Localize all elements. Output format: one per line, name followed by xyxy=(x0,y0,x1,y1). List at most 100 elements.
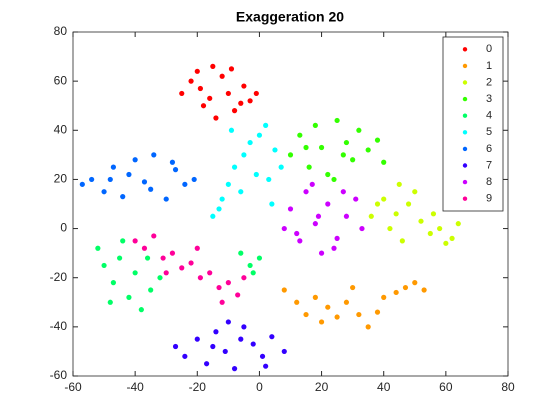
point xyxy=(412,280,418,286)
point xyxy=(188,78,194,84)
point xyxy=(194,245,200,251)
point xyxy=(381,196,387,202)
point xyxy=(241,83,247,89)
point xyxy=(303,311,309,318)
point xyxy=(207,270,213,276)
point xyxy=(325,304,331,310)
series xyxy=(210,122,284,219)
point xyxy=(126,294,132,300)
x-tick-label: 0 xyxy=(256,380,263,394)
point xyxy=(368,213,374,219)
legend-marker xyxy=(462,146,468,152)
point xyxy=(343,139,350,146)
point xyxy=(325,171,331,178)
point xyxy=(219,73,225,79)
point xyxy=(219,196,225,202)
legend-label: 0 xyxy=(486,43,492,55)
point xyxy=(132,270,138,276)
legend-label: 4 xyxy=(486,110,492,122)
point xyxy=(89,176,95,183)
point xyxy=(294,230,300,237)
legend-label: 3 xyxy=(486,93,492,105)
point xyxy=(200,103,207,109)
y-tick-label: 80 xyxy=(54,24,68,38)
point xyxy=(263,363,269,369)
point xyxy=(381,159,387,165)
x-tick-label: 40 xyxy=(377,380,391,394)
point xyxy=(79,181,85,187)
point xyxy=(443,240,449,246)
point xyxy=(303,144,309,151)
point xyxy=(120,194,126,200)
point xyxy=(294,299,300,305)
legend-label: 6 xyxy=(486,143,492,155)
point xyxy=(197,85,203,92)
point xyxy=(163,270,169,276)
point xyxy=(210,213,216,219)
point xyxy=(144,255,151,261)
point xyxy=(396,181,402,187)
point xyxy=(179,265,185,271)
point xyxy=(148,186,154,192)
point xyxy=(318,250,325,256)
point xyxy=(213,115,219,121)
point xyxy=(281,348,287,355)
point xyxy=(253,171,259,178)
point xyxy=(340,189,346,195)
point xyxy=(387,225,393,232)
point xyxy=(427,230,433,237)
point xyxy=(353,196,359,202)
point xyxy=(231,164,238,170)
point xyxy=(110,280,116,286)
point xyxy=(405,201,412,207)
legend-label: 5 xyxy=(486,126,492,138)
point xyxy=(250,270,256,276)
legend-marker xyxy=(462,163,468,168)
point xyxy=(132,238,138,244)
point xyxy=(238,189,244,195)
point xyxy=(263,122,269,128)
point xyxy=(343,213,350,219)
point xyxy=(247,98,253,104)
point xyxy=(247,262,253,269)
point xyxy=(334,117,340,124)
point xyxy=(315,213,322,219)
point xyxy=(107,299,113,305)
point xyxy=(318,144,325,151)
legend-marker xyxy=(462,96,468,102)
legend-label: 1 xyxy=(486,60,492,72)
point xyxy=(141,245,148,251)
series xyxy=(95,238,263,313)
series xyxy=(368,181,461,246)
point xyxy=(182,181,188,187)
legend-marker xyxy=(462,63,468,69)
x-tick-label: 60 xyxy=(439,380,453,394)
point xyxy=(334,314,340,320)
point xyxy=(247,139,253,146)
point xyxy=(207,95,213,101)
point xyxy=(287,206,294,212)
point xyxy=(238,336,244,342)
point xyxy=(393,289,399,296)
point xyxy=(312,294,318,300)
point xyxy=(412,189,418,195)
point xyxy=(318,319,325,325)
x-tick-label: -20 xyxy=(189,380,207,394)
point xyxy=(343,299,350,305)
point xyxy=(418,218,424,224)
point xyxy=(191,176,197,183)
point xyxy=(356,127,362,133)
legend-marker xyxy=(462,47,468,52)
point xyxy=(402,284,409,291)
point xyxy=(172,343,179,350)
series xyxy=(287,117,387,183)
point xyxy=(110,164,116,170)
point xyxy=(148,287,154,293)
y-tick-label: -20 xyxy=(50,270,68,284)
point xyxy=(269,201,275,207)
point xyxy=(449,235,455,241)
point xyxy=(194,336,200,342)
point xyxy=(350,157,356,163)
point xyxy=(256,132,263,138)
point xyxy=(225,181,231,187)
